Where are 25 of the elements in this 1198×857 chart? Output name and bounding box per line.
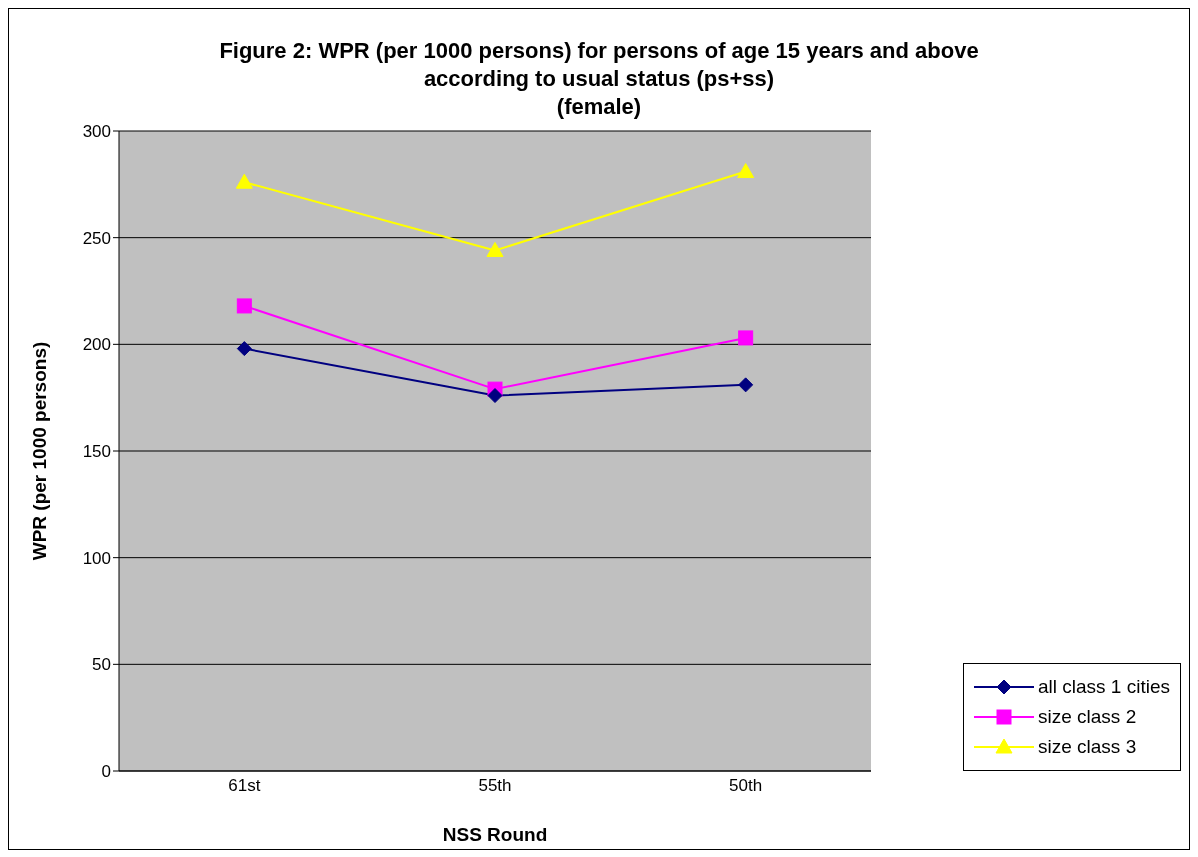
- x-tick-label: 55th: [478, 776, 512, 796]
- point: [738, 377, 754, 393]
- y-tick-label: 200: [82, 335, 111, 355]
- x-tick-label: 50th: [729, 776, 763, 796]
- chart-title: Figure 2: WPR (per 1000 persons) for persons of age 15 years and above according to usual status (ps+ss): [218, 37, 980, 93]
- legend-label: size class 3: [1038, 735, 1137, 759]
- chart-subtitle: (female): [555, 93, 643, 121]
- y-tick-label: 100: [82, 548, 111, 568]
- x-tick-label: 61st: [228, 776, 261, 796]
- point: [236, 298, 252, 314]
- y-tick-label: 150: [82, 442, 111, 462]
- y-tick-label: 250: [82, 228, 111, 248]
- legend-label: size class 2: [1038, 705, 1137, 729]
- legend-label: all class 1 cities: [1038, 675, 1170, 699]
- y-tick-label: 0: [101, 762, 111, 782]
- y-tick-label: 300: [82, 122, 111, 142]
- y-axis-title: WPR (per 1000 persons): [28, 341, 50, 561]
- point: [737, 163, 755, 179]
- point: [236, 341, 252, 357]
- x-axis-title: NSS Round: [442, 824, 548, 845]
- point: [235, 173, 253, 189]
- point: [487, 388, 503, 404]
- point: [738, 330, 754, 346]
- point: [486, 241, 504, 257]
- y-tick-label: 50: [92, 655, 111, 675]
